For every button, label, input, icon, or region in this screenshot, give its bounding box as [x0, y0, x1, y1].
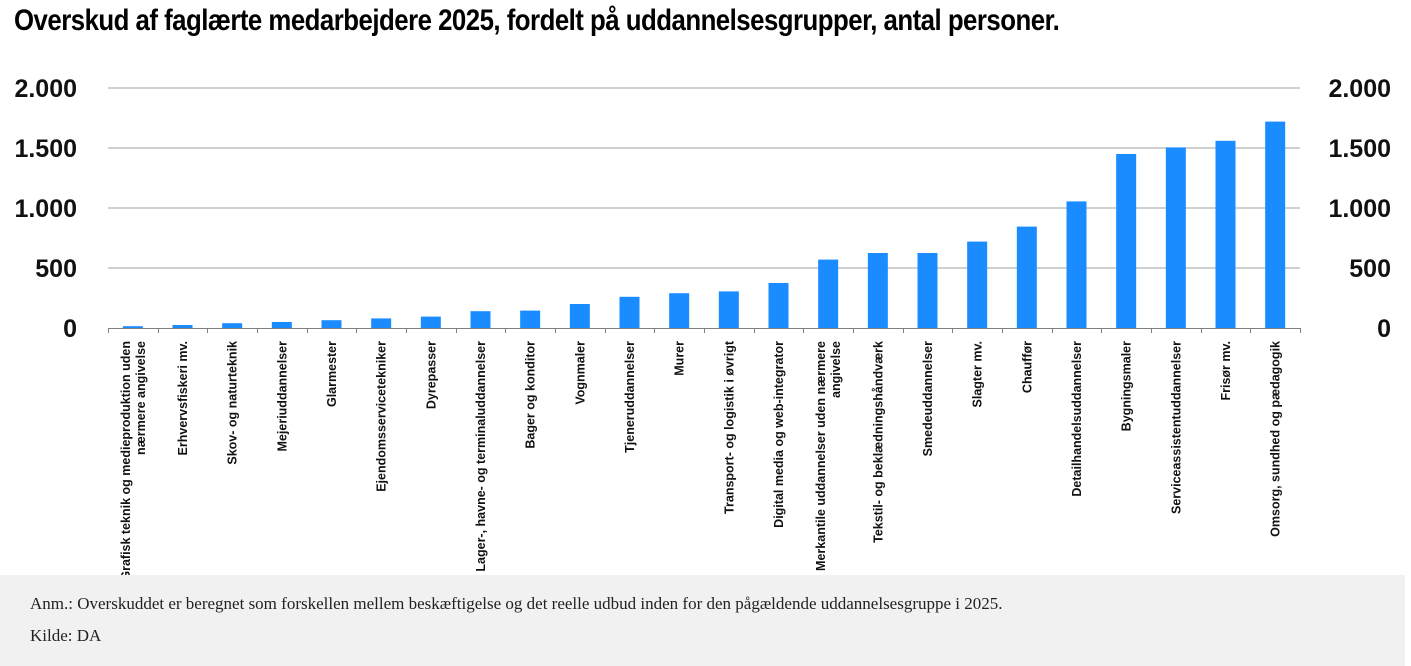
- x-tick-label-line: nærmere angivelse: [134, 341, 148, 455]
- x-tick-label-line: Bager og konditor: [524, 341, 538, 449]
- x-tick-label-line: Merkantile uddannelser uden nærmere: [814, 341, 828, 571]
- x-tick-label: Bager og konditor: [524, 341, 538, 449]
- x-axis: [108, 328, 1301, 333]
- x-tick-label: Tekstil- og beklædningshåndværk: [871, 341, 885, 543]
- bar: [718, 291, 739, 328]
- x-tick-label: Glarmester: [325, 341, 339, 407]
- x-tick-label: Mejeriuddannelser: [275, 341, 289, 452]
- x-tick-label: Murer: [673, 341, 687, 376]
- x-tick-label: Dyrepasser: [424, 341, 438, 409]
- x-tick-label-line: Slagter mv.: [971, 341, 985, 407]
- bar: [569, 304, 590, 328]
- bar: [669, 293, 690, 328]
- x-tick-label-line: Dyrepasser: [424, 341, 438, 409]
- y-tick-label-left: 1.500: [14, 135, 77, 163]
- x-tick-label: Erhvervsfiskeri mv.: [176, 341, 190, 455]
- x-tick-label: Frisør mv.: [1219, 341, 1233, 401]
- bar: [222, 323, 243, 328]
- y-tick-label-right: 0: [1377, 315, 1391, 343]
- x-tick-label-line: Skov- og naturteknik: [226, 341, 240, 465]
- y-tick-label-left: 2.000: [14, 75, 77, 103]
- x-tick-label-line: Chauffør: [1020, 341, 1034, 393]
- bar: [420, 316, 441, 328]
- x-tick-label: Omsorg, sundhed og pædagogik: [1269, 341, 1283, 537]
- x-tick-label-line: Ejendomsservicetekniker: [375, 341, 389, 492]
- y-tick-label-right: 1.000: [1328, 195, 1391, 223]
- y-axis-left: 0 500 1.000 1.500 2.000: [14, 75, 77, 343]
- bar: [520, 310, 541, 328]
- x-tick-label: Digital media og web-integrator: [772, 341, 786, 528]
- x-tick-label-line: Detailhandelsuddannelser: [1070, 341, 1084, 497]
- bar: [867, 253, 888, 328]
- y-axis-right: 0 500 1.000 1.500 2.000: [1328, 75, 1391, 343]
- y-tick-label-left: 0: [63, 315, 77, 343]
- y-tick-label-left: 1.000: [14, 195, 77, 223]
- x-tick-label: Detailhandelsuddannelser: [1070, 341, 1084, 497]
- chart-title: Overskud af faglærte medarbejdere 2025, …: [14, 4, 1060, 37]
- bar: [271, 322, 292, 328]
- x-tick-label-line: Murer: [673, 341, 687, 376]
- x-tick-label: Merkantile uddannelser uden nærmereangiv…: [814, 341, 843, 571]
- bar: [1066, 201, 1087, 328]
- x-tick-label: Lager-, havne- og terminaluddannelser: [474, 341, 488, 572]
- x-tick-label-line: Bygningsmaler: [1120, 341, 1134, 431]
- bar: [967, 241, 988, 328]
- x-tick-label: Ejendomsservicetekniker: [375, 341, 389, 492]
- x-tick-label-line: Vognmaler: [573, 341, 587, 405]
- bar: [1215, 140, 1236, 328]
- x-tick-label-line: Smedeuddannelser: [921, 341, 935, 456]
- notes-panel: Anm.: Overskuddet er beregnet som forske…: [0, 575, 1405, 666]
- bar: [917, 253, 938, 328]
- x-tick-label-line: Tjeneruddannelser: [623, 341, 637, 453]
- bar: [619, 296, 640, 328]
- x-tick-label: Grafisk teknik og medieproduktion udennæ…: [119, 341, 148, 575]
- x-tick-label: Slagter mv.: [971, 341, 985, 407]
- note-text: Anm.: Overskuddet er beregnet som forske…: [30, 594, 1003, 613]
- x-tick-label: Serviceassistentuddannelser: [1169, 341, 1183, 514]
- x-tick-label: Bygningsmaler: [1120, 341, 1134, 431]
- x-tick-label: Tjeneruddannelser: [623, 341, 637, 453]
- bar: [1165, 147, 1186, 328]
- y-tick-label-right: 500: [1349, 255, 1391, 283]
- x-tick-label: Skov- og naturteknik: [226, 341, 240, 465]
- bar: [122, 326, 143, 328]
- x-tick-label-line: Glarmester: [325, 341, 339, 407]
- bar: [371, 318, 392, 328]
- bar: [321, 320, 342, 328]
- x-tick-label: Smedeuddannelser: [921, 341, 935, 456]
- gridlines: [108, 87, 1300, 269]
- bar: [1265, 121, 1286, 328]
- x-tick-label-line: Serviceassistentuddannelser: [1169, 341, 1183, 514]
- x-tick-label-line: Digital media og web-integrator: [772, 341, 786, 528]
- bars: [122, 121, 1286, 328]
- x-tick-label-line: Transport- og logistik i øvrigt: [722, 340, 736, 514]
- y-tick-label-right: 2.000: [1328, 75, 1391, 103]
- bar: [172, 325, 193, 328]
- x-tick-label: Transport- og logistik i øvrigt: [722, 340, 736, 514]
- x-tick-label-line: Tekstil- og beklædningshåndværk: [871, 341, 885, 543]
- bar: [1016, 226, 1037, 328]
- category-labels: Grafisk teknik og medieproduktion udennæ…: [119, 340, 1283, 575]
- x-tick-label-line: Mejeriuddannelser: [275, 341, 289, 452]
- x-tick-label: Chauffør: [1020, 341, 1034, 393]
- x-tick-label-line: Erhvervsfiskeri mv.: [176, 341, 190, 455]
- y-tick-label-left: 500: [35, 255, 77, 283]
- x-tick-label-line: Omsorg, sundhed og pædagogik: [1269, 341, 1283, 537]
- x-tick-label: Vognmaler: [573, 341, 587, 405]
- bar: [818, 259, 839, 328]
- x-tick-label-line: Grafisk teknik og medieproduktion uden: [119, 341, 133, 575]
- y-tick-label-right: 1.500: [1328, 135, 1391, 163]
- bar: [768, 283, 789, 328]
- x-tick-label-line: angivelse: [829, 341, 843, 398]
- bar: [470, 311, 491, 328]
- source-text: Kilde: DA: [30, 626, 102, 645]
- bar: [1116, 154, 1137, 328]
- x-tick-label-line: Frisør mv.: [1219, 341, 1233, 401]
- x-tick-label-line: Lager-, havne- og terminaluddannelser: [474, 341, 488, 572]
